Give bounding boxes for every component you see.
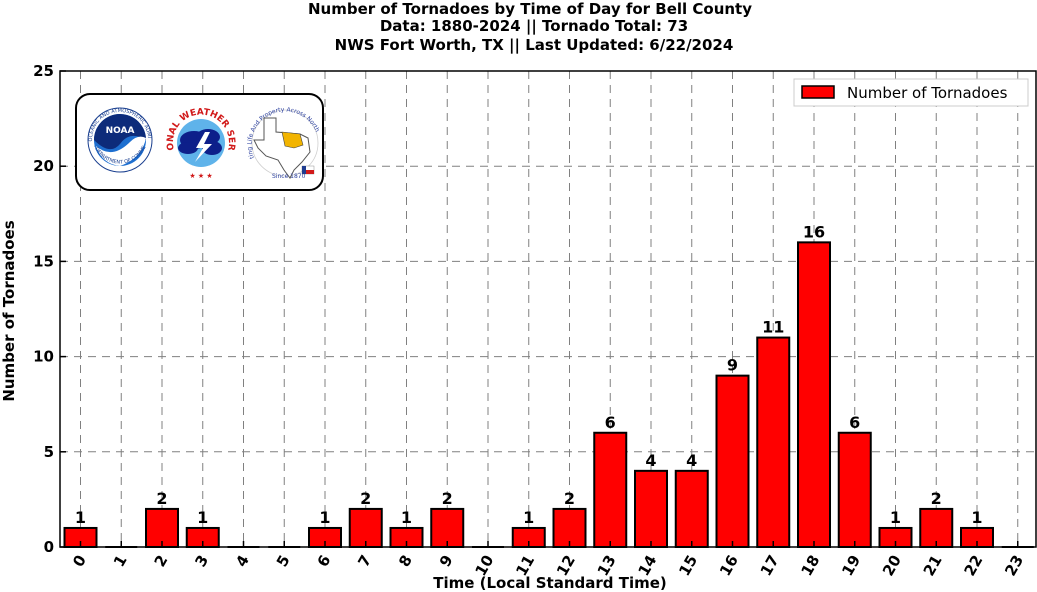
x-tick-label: 5 xyxy=(273,552,294,570)
x-axis-label: Time (Local Standard Time) xyxy=(433,574,667,592)
bar xyxy=(756,336,791,548)
legend: Number of Tornadoes xyxy=(793,78,1029,107)
bar-value-label: 2 xyxy=(931,489,942,508)
x-tick-label: 8 xyxy=(395,552,416,570)
bar xyxy=(797,241,831,549)
y-axis-ticks: 0 5 10 15 20 25 xyxy=(33,62,66,556)
chart-title-line-3: NWS Fort Worth, TX || Last Updated: 6/22… xyxy=(335,36,734,55)
bar xyxy=(715,374,750,549)
x-tick-label: 19 xyxy=(838,552,864,579)
bar xyxy=(145,507,179,549)
texas-flag-icon xyxy=(301,165,315,175)
bar-value-label: 1 xyxy=(523,508,534,527)
bar-value-label: 1 xyxy=(319,508,330,527)
x-tick-label: 4 xyxy=(232,552,253,570)
nws-stars: ★ ★ ★ xyxy=(189,172,212,180)
x-tick-label: 16 xyxy=(716,552,742,579)
y-tick-label: 15 xyxy=(33,252,54,270)
bar xyxy=(837,431,872,549)
x-tick-label: 2 xyxy=(151,552,172,570)
bar-value-label: 1 xyxy=(971,508,982,527)
bar-value-label: 1 xyxy=(75,508,86,527)
x-tick-label: 15 xyxy=(675,552,701,579)
x-tick-label: 1 xyxy=(110,552,131,570)
y-axis-label: Number of Tornadoes xyxy=(0,220,18,401)
chart-title-line-1: Number of Tornadoes by Time of Day for B… xyxy=(308,0,752,18)
x-tick-label: 7 xyxy=(354,552,375,570)
y-tick-label: 25 xyxy=(33,62,54,80)
x-tick-label: 22 xyxy=(960,552,986,579)
bar-value-label: 2 xyxy=(442,489,453,508)
x-tick-label: 6 xyxy=(314,552,335,570)
x-tick-label: 21 xyxy=(920,552,946,579)
y-tick-label: 0 xyxy=(44,538,54,556)
x-tick-label: 0 xyxy=(69,552,90,570)
noaa-logo-text: NOAA xyxy=(106,126,135,136)
x-tick-label: 18 xyxy=(797,552,823,579)
bar xyxy=(919,507,954,549)
bar-value-label: 1 xyxy=(890,508,901,527)
bar-value-label: 4 xyxy=(686,451,697,470)
bar-value-label: 2 xyxy=(360,489,371,508)
legend-swatch xyxy=(801,85,835,99)
bar xyxy=(593,431,628,549)
y-tick-label: 10 xyxy=(33,348,54,366)
bar-value-label: 6 xyxy=(605,413,616,432)
bar-value-label: 6 xyxy=(849,413,860,432)
since-text: Since 1870 xyxy=(272,173,306,180)
bar-value-label: 16 xyxy=(803,222,825,241)
bar-value-label: 1 xyxy=(401,508,412,527)
bars xyxy=(63,241,1034,549)
bar-value-label: 9 xyxy=(727,356,738,375)
bar-value-label: 2 xyxy=(564,489,575,508)
legend-label: Number of Tornadoes xyxy=(847,84,1008,102)
bar-value-label: 2 xyxy=(156,489,167,508)
bar xyxy=(634,469,668,548)
chart-title-line-2: Data: 1880-2024 || Tornado Total: 73 xyxy=(380,17,688,36)
bar-value-label: 11 xyxy=(762,318,784,337)
plot-frame xyxy=(59,70,1037,548)
bar xyxy=(674,469,709,548)
bar-value-label: 4 xyxy=(645,451,656,470)
x-tick-label: 3 xyxy=(191,552,212,570)
x-tick-label: 9 xyxy=(436,552,457,570)
x-tick-label: 23 xyxy=(1001,552,1027,579)
y-tick-label: 20 xyxy=(33,157,54,175)
y-tick-label: 5 xyxy=(44,443,54,461)
x-tick-label: 20 xyxy=(879,552,905,579)
x-tick-label: 17 xyxy=(757,552,783,579)
bar-value-label: 1 xyxy=(197,508,208,527)
